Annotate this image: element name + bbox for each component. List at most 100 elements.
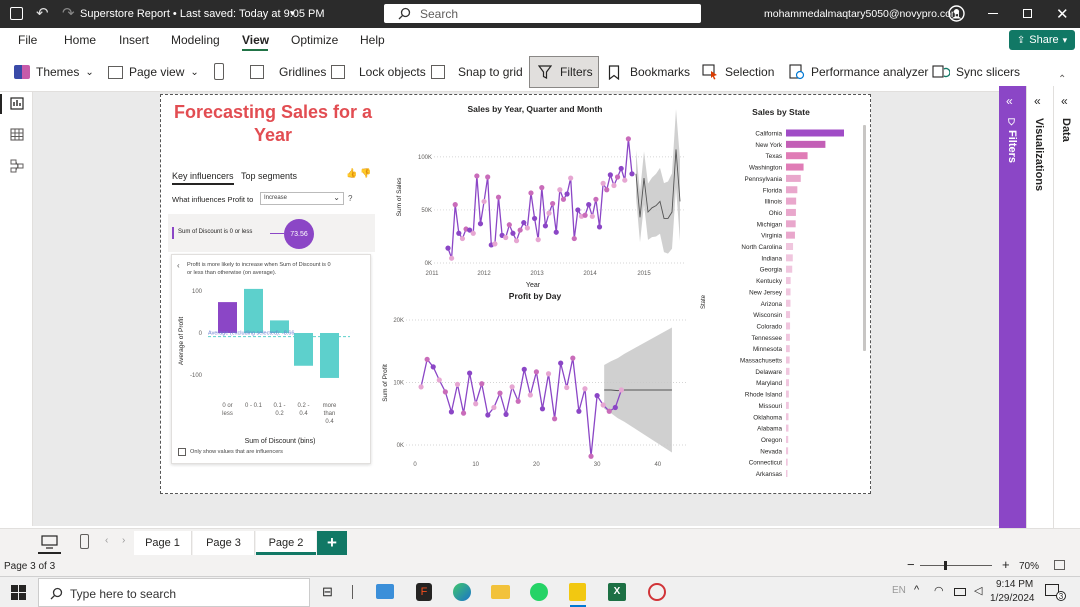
file-explorer-icon[interactable] — [491, 585, 510, 599]
data-point — [618, 387, 624, 393]
mobile-layout-icon[interactable] — [80, 534, 89, 549]
state-bar — [786, 333, 790, 341]
menu-modeling[interactable]: Modeling — [171, 33, 220, 47]
key-influencers-visual[interactable]: Key influencers Top segments 👍 👎 What in… — [168, 163, 375, 469]
task-view-icon[interactable]: ⊟ — [322, 584, 333, 599]
zoom-out-icon[interactable]: − — [907, 557, 915, 572]
tab-page-2[interactable]: Page 2 — [256, 531, 316, 555]
data-point — [430, 364, 436, 370]
add-page-button[interactable]: + — [317, 531, 347, 555]
save-icon[interactable] — [10, 7, 23, 20]
influence-dropdown[interactable]: Increase ⌄ — [260, 192, 344, 205]
expand-data-icon[interactable]: « — [1061, 94, 1068, 108]
influencers-only-checkbox[interactable]: Only show values that are influencers — [178, 448, 283, 456]
avatar-icon[interactable] — [948, 5, 965, 22]
share-button[interactable]: ⇪ Share ▾ — [1009, 30, 1075, 50]
figma-icon[interactable]: F — [416, 583, 432, 601]
snap-to-grid-checkbox[interactable]: Snap to grid — [431, 62, 523, 82]
power-bi-icon[interactable] — [569, 583, 586, 601]
data-point — [596, 224, 603, 230]
sales-by-year-chart[interactable]: Sales by Year, Quarter and Month 0K 50K 100… — [376, 97, 694, 292]
data-point — [594, 393, 600, 399]
report-view-icon[interactable] — [10, 97, 24, 110]
chevron-left-icon[interactable]: ‹ — [177, 261, 180, 270]
desktop-layout-icon[interactable] — [41, 535, 58, 549]
chevron-right-icon[interactable]: › — [122, 535, 126, 546]
chevron-down-icon[interactable]: ▾ — [290, 8, 295, 18]
lock-objects-checkbox[interactable]: Lock objects — [331, 62, 426, 82]
restore-icon[interactable] — [1023, 9, 1032, 18]
state-label: Kentucky — [756, 278, 783, 285]
table-view-icon[interactable] — [10, 128, 24, 141]
average-label: Average (excluding selected): -8.66 — [208, 331, 294, 337]
collapse-ribbon-icon[interactable]: ⌃ — [1058, 74, 1067, 85]
expand-filters-icon[interactable]: « — [1006, 94, 1013, 108]
taskbar-search[interactable]: Type here to search — [38, 578, 310, 607]
tab-page-3[interactable]: Page 3 — [193, 531, 255, 555]
menu-optimize[interactable]: Optimize — [291, 33, 339, 47]
performance-analyzer-button[interactable]: Performance analyzer — [789, 62, 928, 82]
tab-page-1[interactable]: Page 1 — [134, 531, 192, 555]
network-icon[interactable]: ◠ — [934, 585, 944, 597]
menu-view[interactable]: View — [242, 33, 270, 47]
discount-bin-bar — [218, 302, 237, 333]
undo-icon[interactable]: ↶ — [36, 5, 49, 22]
excel-icon[interactable]: X — [608, 583, 626, 601]
clock-date[interactable]: 1/29/2024 — [990, 593, 1035, 604]
close-icon[interactable]: ✕ — [1056, 6, 1069, 23]
menu-file[interactable]: File — [18, 33, 38, 47]
search-box[interactable]: Search — [384, 4, 701, 23]
edge-icon[interactable] — [453, 583, 471, 601]
state-label: Florida — [763, 187, 783, 194]
profit-by-day-chart[interactable]: Profit by Day 0K 10K 20K 0 10 20 30 40 Sum of Pro… — [376, 290, 694, 490]
volume-icon[interactable]: ◁ — [974, 585, 983, 597]
filters-label: Filters — [560, 65, 593, 79]
fit-to-page-icon[interactable] — [1054, 560, 1065, 570]
themes-button[interactable]: Themes ⌄ — [14, 62, 94, 82]
view-switcher — [0, 92, 33, 526]
language-indicator[interactable]: EN — [892, 585, 906, 596]
sync-slicers-button[interactable]: Sync slicers — [932, 62, 1020, 82]
y-tick-label: 0K — [397, 443, 404, 449]
help-icon[interactable]: ? — [348, 194, 353, 203]
menu-help[interactable]: Help — [360, 33, 385, 47]
zoom-in-icon[interactable]: + — [1002, 557, 1010, 572]
bookmarks-button[interactable]: Bookmarks — [608, 62, 690, 82]
notification-icon[interactable] — [1045, 584, 1059, 596]
selection-button[interactable]: Selection — [702, 62, 774, 82]
visualizations-pane[interactable]: « Visualizations — [1026, 86, 1053, 528]
snipping-tool-icon[interactable] — [376, 584, 394, 599]
app-icon[interactable] — [648, 583, 666, 601]
chevron-up-icon[interactable]: ^ — [914, 584, 920, 596]
page-view-button[interactable]: Page view ⌄ — [108, 62, 199, 82]
menu-insert[interactable]: Insert — [119, 33, 150, 47]
mobile-layout-icon[interactable] — [214, 63, 224, 80]
windows-start-icon[interactable] — [11, 585, 26, 600]
redo-icon[interactable]: ↷ — [62, 5, 75, 22]
x-axis-label: Year — [526, 282, 541, 289]
menu-home[interactable]: Home — [64, 33, 97, 47]
data-pane[interactable]: « Data — [1053, 86, 1080, 528]
model-view-icon[interactable] — [10, 159, 24, 173]
zoom-level[interactable]: 70% — [1019, 561, 1040, 572]
zoom-slider[interactable] — [920, 561, 992, 570]
zoom-slider-thumb[interactable] — [944, 561, 947, 570]
filters-button[interactable]: Filters — [529, 56, 599, 88]
expand-visualizations-icon[interactable]: « — [1034, 94, 1041, 108]
whatsapp-icon[interactable] — [530, 583, 548, 601]
sales-by-state-chart[interactable]: Sales by State State California New York Tex… — [694, 97, 870, 482]
chart-title: Profit by Day — [509, 291, 562, 301]
influencer-row[interactable]: Sum of Discount is 0 or less 73.56 — [168, 214, 375, 252]
filters-pane[interactable]: « ⛉ Filters — [999, 86, 1026, 528]
minimize-icon[interactable] — [988, 13, 998, 14]
clock-time[interactable]: 9:14 PM — [996, 579, 1034, 590]
gridlines-checkbox[interactable]: Gridlines — [250, 62, 326, 82]
chevron-left-icon[interactable]: ‹ — [105, 535, 109, 546]
data-point — [515, 398, 521, 404]
thumbs-up-icon[interactable]: 👍 — [346, 168, 358, 178]
tab-key-influencers[interactable]: Key influencers — [172, 171, 234, 181]
battery-icon[interactable] — [954, 588, 966, 596]
tab-top-segments[interactable]: Top segments — [241, 171, 298, 181]
forecast-line — [635, 149, 681, 219]
thumbs-down-icon[interactable]: 👎 — [360, 168, 372, 178]
